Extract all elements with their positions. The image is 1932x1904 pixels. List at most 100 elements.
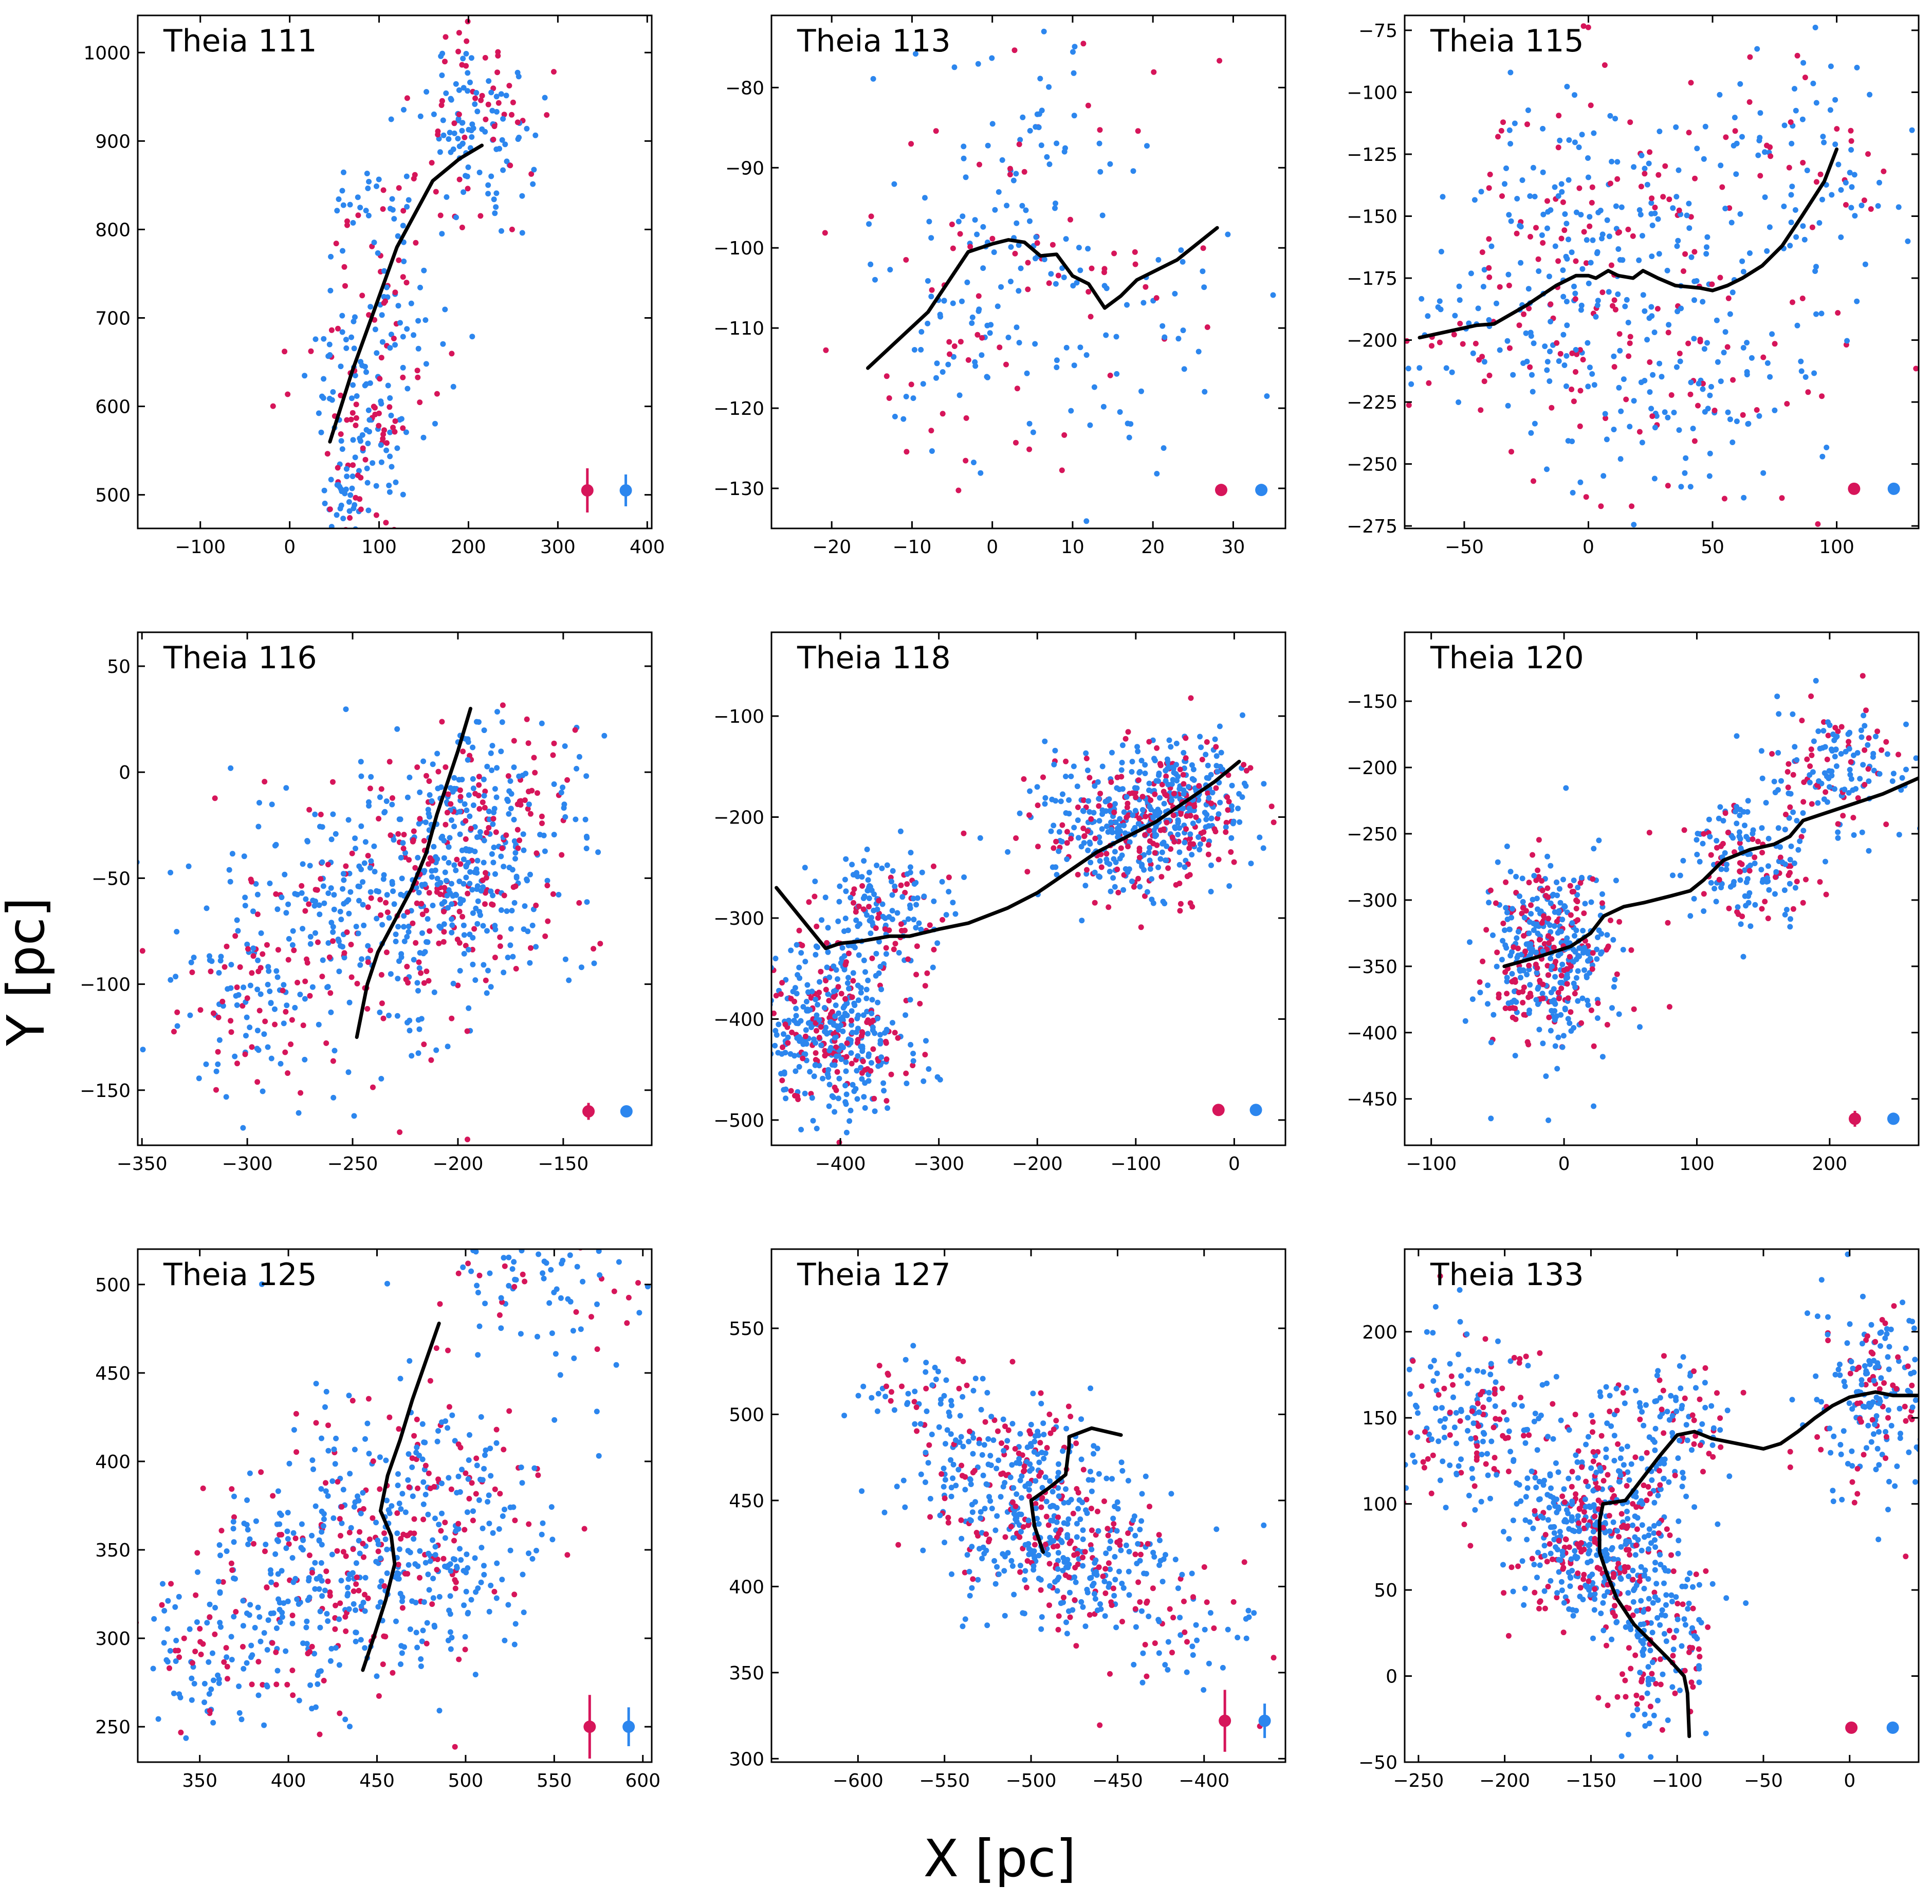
point-blue: [869, 1011, 875, 1016]
point-red: [545, 918, 551, 924]
point-blue: [394, 445, 400, 451]
point-blue: [1137, 884, 1143, 890]
point-blue: [1416, 365, 1423, 371]
point-blue: [1507, 69, 1514, 76]
point-blue: [512, 850, 519, 856]
point-blue: [1102, 643, 1108, 649]
point-blue: [1039, 107, 1045, 114]
point-blue: [1740, 809, 1746, 815]
point-blue: [1075, 817, 1081, 823]
point-blue: [385, 382, 391, 389]
point-red: [308, 348, 314, 354]
point-blue: [499, 719, 505, 725]
point-blue: [386, 482, 392, 488]
point-red: [353, 415, 359, 421]
point-red: [350, 462, 356, 468]
point-blue: [389, 196, 395, 202]
point-blue: [1783, 907, 1790, 913]
point-blue: [1063, 344, 1070, 351]
point-red: [818, 968, 824, 975]
point-red: [295, 980, 301, 985]
point-blue: [351, 534, 356, 539]
point-blue: [808, 1024, 814, 1030]
point-blue: [850, 1082, 856, 1088]
point-red: [1883, 821, 1889, 828]
point-blue: [255, 1604, 261, 1610]
point-blue: [216, 970, 222, 976]
point-red: [237, 964, 243, 970]
point-blue: [561, 805, 567, 811]
point-blue: [1559, 189, 1565, 195]
y-tick-label: 700: [95, 308, 131, 329]
point-blue: [1180, 327, 1186, 334]
point-red: [1589, 966, 1595, 972]
point-blue: [1739, 258, 1745, 264]
point-blue: [1571, 980, 1577, 986]
point-red: [1480, 958, 1486, 964]
plot-frame: [137, 14, 653, 529]
point-red: [364, 1006, 371, 1012]
point-blue: [1561, 903, 1568, 909]
point-blue: [1595, 935, 1600, 940]
point-blue: [1146, 780, 1152, 786]
point-blue: [877, 1040, 884, 1047]
point-blue: [243, 1033, 249, 1039]
point-blue: [849, 1022, 854, 1028]
point-blue: [434, 1438, 440, 1444]
point-red: [212, 795, 218, 801]
point-blue: [1481, 267, 1487, 273]
point-blue: [794, 942, 800, 948]
point-red: [528, 171, 535, 177]
point-blue: [1579, 266, 1586, 272]
point-blue: [1438, 249, 1444, 254]
point-blue: [1792, 885, 1798, 891]
point-blue: [1559, 1044, 1566, 1050]
point-blue: [1706, 816, 1712, 822]
point-blue: [803, 1027, 809, 1033]
point-red: [1608, 918, 1613, 923]
point-blue: [1591, 1103, 1597, 1109]
point-blue: [1677, 872, 1683, 878]
point-blue: [805, 1008, 811, 1014]
point-blue: [1757, 135, 1763, 141]
point-blue: [1032, 341, 1038, 347]
point-blue: [1020, 114, 1026, 120]
point-blue: [980, 265, 986, 271]
point-blue: [1481, 359, 1487, 365]
point-blue: [1017, 137, 1023, 143]
point-blue: [977, 835, 983, 841]
point-blue: [351, 1113, 357, 1119]
point-blue: [1571, 283, 1577, 289]
point-blue: [1504, 975, 1510, 981]
point-blue: [1560, 267, 1566, 273]
point-blue: [207, 957, 213, 963]
point-red: [299, 883, 305, 889]
point-blue: [753, 967, 759, 973]
point-red: [1226, 798, 1232, 804]
point-blue: [1558, 928, 1565, 935]
point-blue: [913, 902, 919, 908]
point-red: [327, 1592, 333, 1599]
point-blue: [1712, 886, 1718, 892]
point-blue: [1585, 155, 1591, 161]
point-blue: [823, 1030, 829, 1036]
point-red: [381, 427, 387, 433]
point-blue: [785, 1034, 791, 1040]
point-blue: [483, 1447, 489, 1453]
point-red: [381, 1530, 387, 1536]
point-blue: [502, 1507, 507, 1512]
point-blue: [395, 1571, 401, 1577]
point-red: [1790, 906, 1796, 912]
point-red: [1034, 240, 1040, 246]
point-red: [315, 939, 321, 945]
point-blue: [1504, 844, 1510, 849]
point-blue: [286, 1460, 292, 1467]
point-blue: [429, 798, 435, 804]
point-blue: [1670, 205, 1676, 211]
point-blue: [1876, 771, 1883, 777]
point-blue: [330, 1094, 337, 1101]
point-red: [1064, 840, 1070, 846]
point-blue: [486, 78, 492, 84]
point-red: [1697, 337, 1703, 342]
point-blue: [923, 1038, 929, 1044]
